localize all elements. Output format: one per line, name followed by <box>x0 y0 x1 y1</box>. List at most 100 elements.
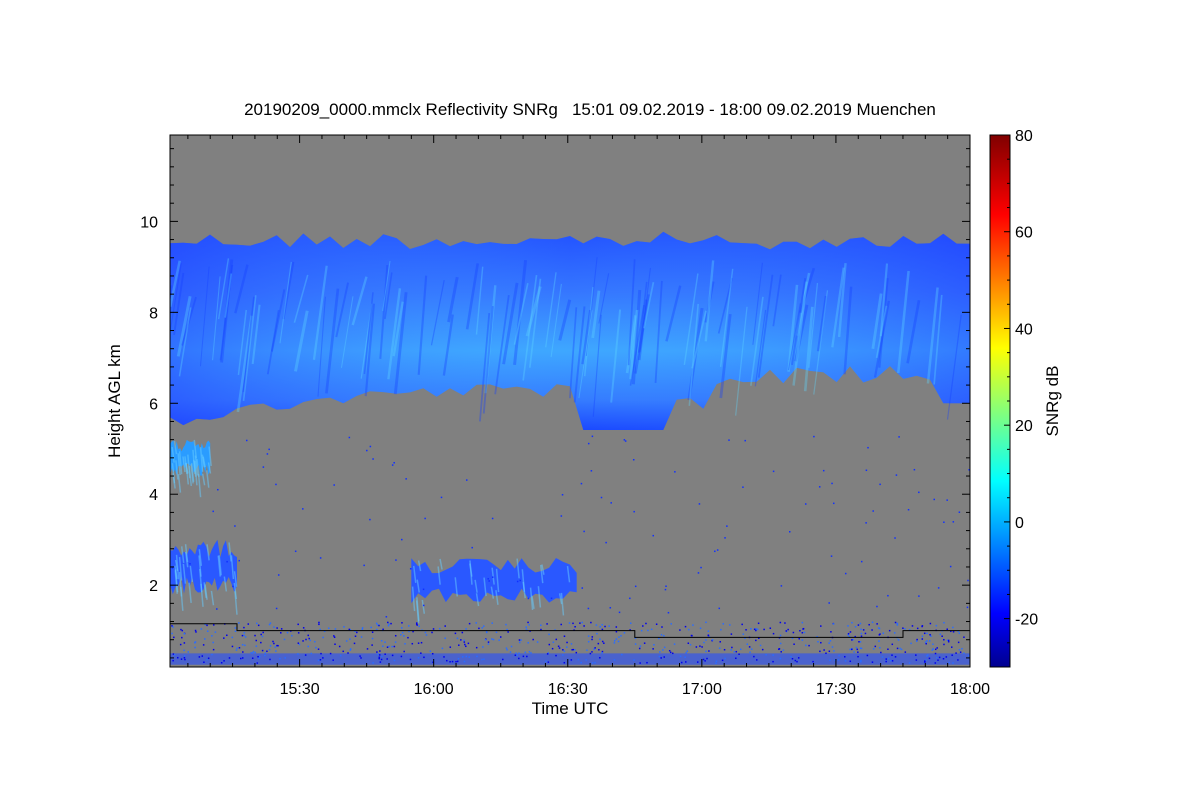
echo-speck <box>302 627 305 629</box>
echo-streak <box>878 277 889 368</box>
echo-speck <box>942 658 945 660</box>
echo-speck <box>241 634 244 637</box>
noise-speck <box>363 564 365 567</box>
noise-speck <box>895 474 898 476</box>
echo-streak <box>212 276 221 361</box>
echo-speck <box>647 629 649 632</box>
echo-speck <box>456 660 459 663</box>
echo-speck <box>595 624 598 626</box>
echo-speck <box>961 647 963 650</box>
echo-speck <box>268 648 271 651</box>
echo-speck <box>887 648 889 650</box>
echo-speck <box>370 626 372 629</box>
noise-speck <box>946 499 948 501</box>
echo-speck <box>703 641 705 644</box>
echo-speck <box>258 655 261 658</box>
echo-speck <box>896 647 899 650</box>
echo-speck <box>468 622 471 625</box>
echo-speck <box>879 647 881 649</box>
echo-speck <box>722 623 725 625</box>
echo-speck <box>235 649 238 651</box>
noise-speck <box>275 483 277 486</box>
echo-streak <box>631 289 642 385</box>
echo-speck <box>360 636 363 638</box>
echo-speck <box>526 655 528 658</box>
echo-speck <box>252 650 255 653</box>
echo-speck <box>528 650 531 653</box>
echo-speck <box>887 657 890 660</box>
feature-upper-ice-cloud <box>170 231 970 430</box>
echo-speck <box>238 647 241 649</box>
echo-speck <box>753 628 756 631</box>
colorbar-tick-label: 40 <box>1015 321 1033 338</box>
echo-speck <box>574 649 576 651</box>
echo-streak <box>204 584 208 600</box>
echo-speck <box>339 654 342 657</box>
echo-region-shade <box>170 231 970 430</box>
echo-speck <box>587 640 590 643</box>
echo-streak <box>317 296 326 397</box>
echo-speck <box>184 658 186 661</box>
echo-streak <box>210 590 215 606</box>
echo-speck <box>400 633 402 636</box>
echo-speck <box>591 636 594 638</box>
noise-speck <box>652 534 654 537</box>
echo-speck <box>317 648 320 650</box>
echo-speck <box>375 622 378 625</box>
echo-streak <box>340 296 354 368</box>
echo-streak <box>531 595 535 610</box>
echo-speck <box>639 645 642 647</box>
echo-speck <box>532 638 534 641</box>
echo-streak <box>199 266 210 367</box>
echo-streak <box>719 313 732 399</box>
noise-speck <box>952 521 955 523</box>
echo-speck <box>963 636 965 638</box>
echo-speck <box>554 629 556 631</box>
echo-speck <box>878 640 880 642</box>
echo-streak <box>933 294 943 385</box>
echo-speck <box>643 642 646 644</box>
echo-streak <box>757 274 774 378</box>
echo-speck <box>309 639 311 642</box>
echo-streak <box>528 278 542 368</box>
echo-speck <box>247 623 250 625</box>
echo-speck <box>571 649 573 651</box>
echo-streak <box>752 262 763 345</box>
echo-speck <box>390 622 392 625</box>
noise-speck <box>966 606 969 609</box>
colorbar-tick-label: -20 <box>1015 612 1038 629</box>
echo-speck <box>645 622 647 625</box>
echo-speck <box>575 651 578 654</box>
echo-speck <box>750 628 752 630</box>
feature-mid-level-layer <box>170 439 212 498</box>
echo-speck <box>431 631 433 634</box>
echo-speck <box>958 649 961 651</box>
echo-speck <box>302 640 304 642</box>
echo-speck <box>929 622 932 625</box>
echo-speck <box>587 635 590 637</box>
echo-speck <box>934 652 937 655</box>
echo-speck <box>924 661 926 663</box>
echo-speck <box>689 643 692 646</box>
echo-speck <box>646 661 648 664</box>
echo-speck <box>384 653 386 655</box>
echo-speck <box>819 650 821 653</box>
echo-speck <box>555 638 558 641</box>
echo-speck <box>460 639 462 641</box>
echo-speck <box>345 640 348 642</box>
echo-speck <box>673 643 676 645</box>
noise-speck <box>238 559 240 562</box>
echo-speck <box>416 624 418 626</box>
noise-speck <box>772 470 775 473</box>
noise-speck <box>629 597 631 600</box>
echo-streak <box>591 290 601 339</box>
noise-speck <box>348 436 351 439</box>
echo-streak <box>421 599 426 614</box>
echo-speck <box>829 640 832 642</box>
x-axis-label: Time UTC <box>532 699 609 718</box>
echo-speck <box>566 646 568 648</box>
echo-speck <box>902 627 904 629</box>
echo-speck <box>763 628 765 631</box>
echo-speck <box>194 646 196 649</box>
echo-speck <box>659 651 661 653</box>
